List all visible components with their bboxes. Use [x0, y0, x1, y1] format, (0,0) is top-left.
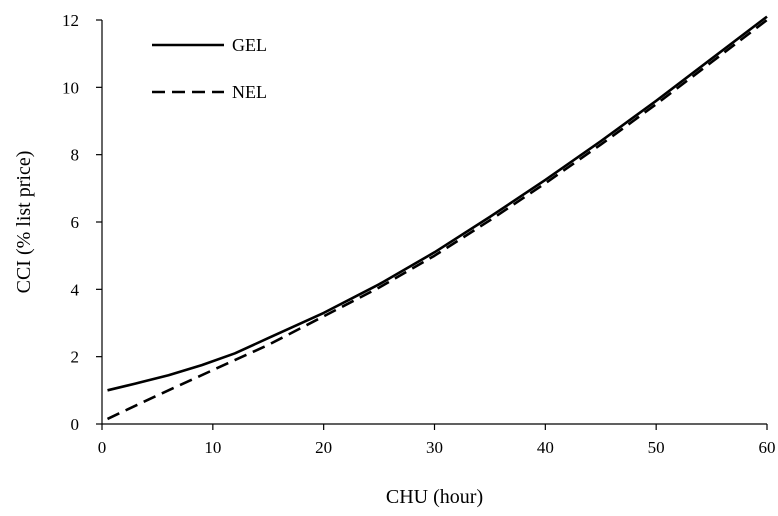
x-tick-label: 60: [759, 438, 776, 457]
x-tick-label: 10: [204, 438, 221, 457]
series-layer: [106, 15, 768, 421]
y-tick-label: 12: [62, 11, 79, 30]
x-tick-label: 0: [98, 438, 107, 457]
x-tick-label: 20: [315, 438, 332, 457]
legend-label-nel: NEL: [232, 82, 267, 102]
y-tick-label: 0: [71, 415, 80, 434]
series-line-gel: [107, 15, 768, 392]
legend: GEL NEL: [152, 35, 267, 102]
y-axis-title: CCI (% list price): [13, 151, 35, 294]
legend-label-gel: GEL: [232, 35, 267, 55]
x-tick-label: 40: [537, 438, 554, 457]
y-tick-label: 8: [71, 146, 80, 165]
y-tick-label: 4: [71, 280, 80, 299]
x-axis-title: CHU (hour): [386, 486, 483, 508]
axes: 0 10 20 30 40 50 60 0 2 4 6 8 10 12: [62, 11, 776, 457]
y-tick-label: 10: [62, 78, 79, 97]
x-tick-label: 50: [648, 438, 665, 457]
y-tick-label: 2: [71, 348, 80, 367]
y-tick-label: 6: [71, 213, 80, 232]
series-line-nel: [106, 18, 768, 421]
x-tick-label: 30: [426, 438, 443, 457]
